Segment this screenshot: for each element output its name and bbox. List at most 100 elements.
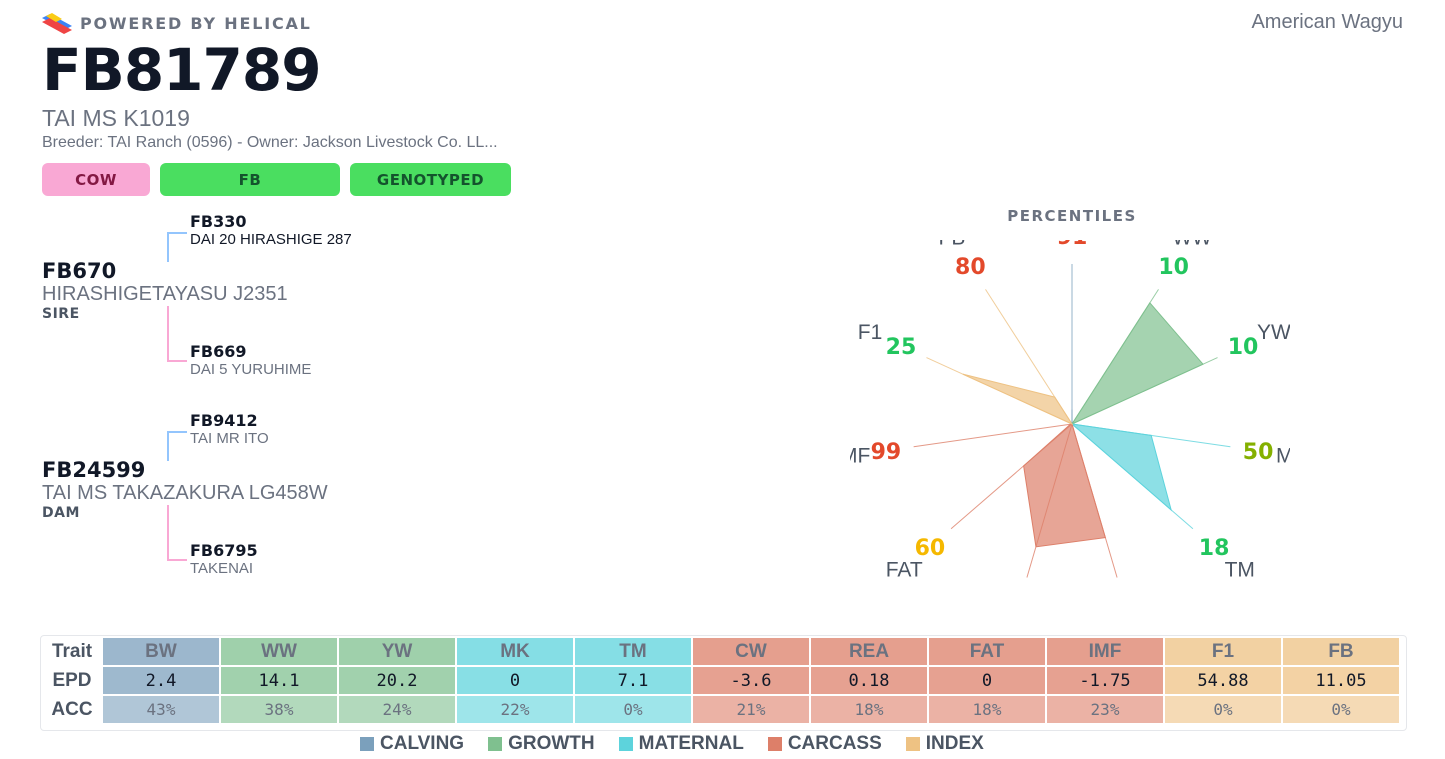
breeder-owner: Breeder: TAI Ranch (0596) - Owner: Jacks…	[42, 134, 498, 151]
epd-cell-mk: 0	[457, 667, 573, 694]
traits-cell-yw: YW	[339, 638, 455, 665]
sire-registration: FB670	[42, 259, 117, 283]
legend-label: CALVING	[380, 733, 465, 754]
radar-axis-label-f1: F1	[858, 321, 883, 344]
dam-role: DAM	[42, 505, 80, 521]
dam-name: TAI MS TAKAZAKURA LG458W	[42, 482, 328, 504]
epd-cell-bw: 2.4	[103, 667, 219, 694]
legend-swatch	[767, 737, 782, 751]
traits-cell-f1: F1	[1165, 638, 1281, 665]
radar-area-index	[962, 373, 1074, 426]
traits-cell-fb: FB	[1283, 638, 1399, 665]
sire-dam[interactable]: FB669 DAI 5 YURUHIME	[190, 342, 311, 378]
legend-label: GROWTH	[508, 733, 595, 754]
pedigree-connector	[167, 232, 187, 262]
sire-sire[interactable]: FB330 DAI 20 HIRASHIGE 287	[190, 212, 352, 248]
breed-type-badge: FB	[160, 163, 340, 196]
brand: POWERED BY HELICAL	[42, 12, 312, 34]
pedigree-connector	[167, 431, 187, 461]
acc-cell-mk: 22%	[457, 696, 573, 723]
traits-cell-bw: BW	[103, 638, 219, 665]
epd-cell-f1: 54.88	[1165, 667, 1281, 694]
acc-cell-bw: 43%	[103, 696, 219, 723]
dam-dam[interactable]: FB6795 TAKENAI	[190, 541, 258, 577]
legend-swatch	[905, 737, 920, 751]
legend-item-carcass: CARCASS	[767, 733, 882, 755]
traits-cell-mk: MK	[457, 638, 573, 665]
epd-cell-fb: 11.05	[1283, 667, 1399, 694]
dam-sire[interactable]: FB9412 TAI MR ITO	[190, 411, 269, 447]
registration-number: FB81789	[42, 36, 322, 104]
sire-sire-name: DAI 20 HIRASHIGE 287	[190, 231, 352, 248]
dam-dam-registration: FB6795	[190, 541, 258, 560]
trait-row: Trait	[41, 638, 103, 666]
sire[interactable]: FB670 HIRASHIGETAYASU J2351 SIRE	[42, 259, 288, 322]
animal-name: TAI MS K1019	[42, 105, 190, 131]
row-label-epd: EPD	[52, 670, 92, 691]
acc-cell-ww: 38%	[221, 696, 337, 723]
radar-percentile-f1: 25	[886, 335, 917, 360]
row-label-trait: Trait	[51, 641, 93, 662]
radar-axis-label-fb: FB	[939, 240, 966, 249]
radar-percentile-tm: 18	[1199, 536, 1230, 561]
epd-cell-yw: 20.2	[339, 667, 455, 694]
acc-cell-fb: 0%	[1283, 696, 1399, 723]
dam-registration: FB24599	[42, 458, 146, 482]
dam-dam-name: TAKENAI	[190, 560, 254, 577]
radar-spoke-imf	[913, 423, 1073, 448]
radar-percentile-imf: 99	[871, 440, 902, 465]
percentiles-title: PERCENTILES	[1007, 207, 1137, 225]
acc-row: ACC	[41, 696, 103, 724]
traits-cell-fat: FAT	[929, 638, 1045, 665]
radar-percentile-mk: 50	[1243, 440, 1274, 465]
legend-label: INDEX	[925, 733, 984, 754]
dam-sire-registration: FB9412	[190, 411, 258, 430]
genotyped-badge: GENOTYPED	[350, 163, 511, 196]
epd-row: EPD	[41, 667, 103, 695]
sire-dam-registration: FB669	[190, 342, 247, 361]
acc-cell-f1: 0%	[1165, 696, 1281, 723]
legend: CALVING GROWTH MATERNAL CARCASS INDEX	[360, 733, 984, 755]
sire-role: SIRE	[42, 306, 80, 322]
sire-sire-registration: FB330	[190, 212, 247, 231]
traits-cell-tm: TM	[575, 638, 691, 665]
legend-swatch	[618, 737, 633, 751]
epd-cell-imf: -1.75	[1047, 667, 1163, 694]
badge-row: COW FB GENOTYPED	[42, 163, 511, 196]
acc-cell-rea: 18%	[811, 696, 927, 723]
legend-label: MATERNAL	[638, 733, 744, 754]
sire-dam-name: DAI 5 YURUHIME	[190, 361, 312, 378]
radar-axis-label-yw: YW	[1257, 321, 1290, 344]
legend-swatch	[360, 737, 374, 751]
traits-cell-rea: REA	[811, 638, 927, 665]
legend-swatch	[488, 737, 503, 751]
brand-text: POWERED BY HELICAL	[80, 13, 312, 33]
sire-name: HIRASHIGETAYASU J2351	[42, 283, 288, 305]
dam-sire-name: TAI MR ITO	[190, 430, 269, 447]
acc-cell-tm: 0%	[575, 696, 691, 723]
radar-axis-label-imf: IMF	[850, 445, 870, 468]
legend-item-index: INDEX	[905, 733, 984, 755]
radar-area-growth	[1070, 302, 1204, 426]
radar-percentile-bw: 91	[1057, 240, 1088, 250]
radar-area-carcass	[1023, 423, 1107, 548]
percentile-radar-chart: BW91WW10YW10MK50TM18CW26REA20FAT60IMF99F…	[850, 240, 1290, 581]
pedigree-connector	[167, 505, 187, 561]
epd-table: Trait EPD ACC BW WW YW MK TM CW REA FAT IMF F1 FB 2…	[40, 635, 1407, 731]
acc-cell-cw: 21%	[693, 696, 809, 723]
epd-cell-rea: 0.18	[811, 667, 927, 694]
epd-cell-tm: 7.1	[575, 667, 691, 694]
row-label-acc: ACC	[51, 699, 93, 720]
dam[interactable]: FB24599 TAI MS TAKAZAKURA LG458W DAM	[42, 458, 328, 521]
traits-cell-cw: CW	[693, 638, 809, 665]
radar-percentile-fb: 80	[955, 255, 986, 280]
legend-item-growth: GROWTH	[488, 733, 595, 755]
traits-cell-imf: IMF	[1047, 638, 1163, 665]
pedigree-connector	[167, 306, 187, 362]
acc-cell-yw: 24%	[339, 696, 455, 723]
legend-item-maternal: MATERNAL	[618, 733, 744, 755]
legend-label: CARCASS	[787, 733, 882, 754]
radar-percentile-ww: 10	[1158, 255, 1189, 280]
legend-item-calving: CALVING	[360, 733, 464, 755]
radar-axis-label-ww: WW	[1172, 240, 1212, 249]
